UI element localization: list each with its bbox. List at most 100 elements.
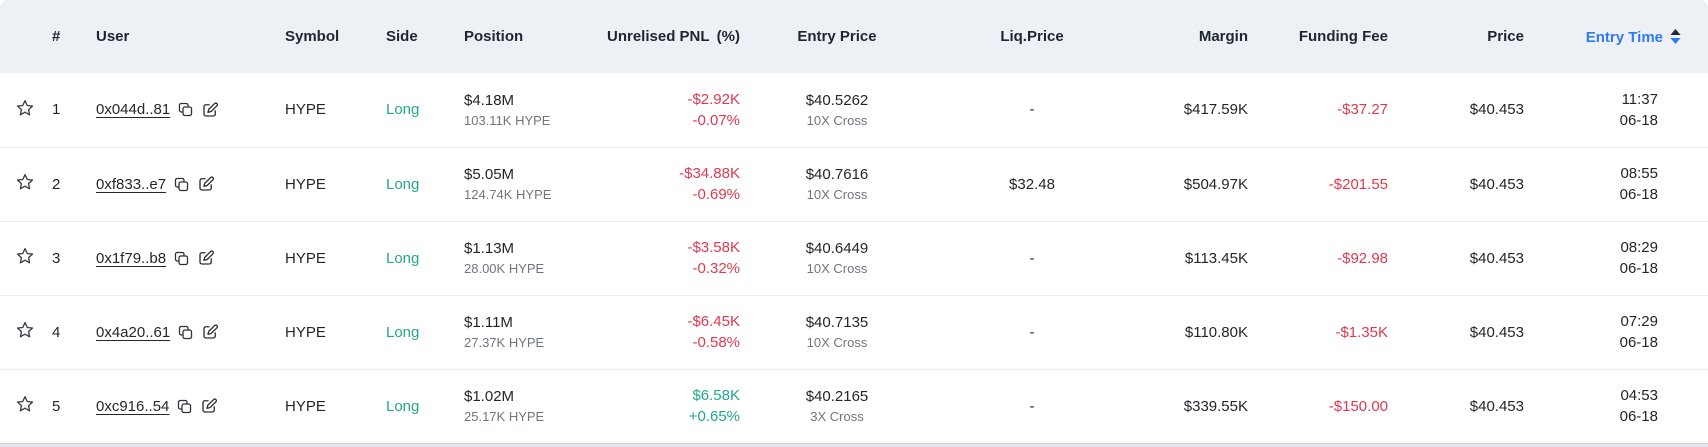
- table-row: 3 0x1f79..b8 HYPE Long $1.13M 28.00K HYP…: [0, 220, 1708, 295]
- entry-time-cell: 11:37 06-18: [1540, 73, 1708, 147]
- price-cell: $40.453: [1469, 101, 1524, 119]
- position-cell: $1.11M 27.37K HYPE: [462, 294, 607, 369]
- col-header-symbol[interactable]: Symbol: [279, 0, 384, 73]
- favorite-cell: [0, 73, 44, 147]
- entry-time-cell: 04:53 06-18: [1540, 368, 1708, 443]
- entry-time: 07:29: [1620, 313, 1658, 330]
- symbol-cell: HYPE: [279, 294, 384, 369]
- col-header-rank: #: [44, 0, 84, 73]
- col-header-entry-time[interactable]: Entry Time: [1540, 0, 1708, 73]
- position-cell: $1.13M 28.00K HYPE: [462, 220, 607, 295]
- user-address-link[interactable]: 0xc916..54: [96, 397, 170, 415]
- entry-time: 11:37: [1621, 90, 1658, 108]
- price-cell: $40.453: [1390, 368, 1540, 443]
- symbol-cell: HYPE: [285, 101, 326, 119]
- position-size: 124.74K HYPE: [464, 187, 552, 202]
- col-header-margin[interactable]: Margin: [1132, 0, 1250, 73]
- position-size: 25.17K HYPE: [464, 409, 545, 425]
- user-cell: 0x044d..81: [84, 73, 279, 147]
- price-cell: $40.453: [1390, 294, 1540, 369]
- funding-fee-value: -$37.27: [1337, 101, 1388, 119]
- symbol-cell: HYPE: [279, 146, 384, 221]
- leverage-label: 10X Cross: [806, 261, 868, 276]
- col-header-funding-fee[interactable]: Funding Fee: [1250, 0, 1390, 73]
- user-address-link[interactable]: 0xf833..e7: [96, 175, 167, 193]
- col-header-favorite: [0, 0, 44, 73]
- position-cell: $5.05M 124.74K HYPE: [462, 146, 607, 221]
- col-header-price[interactable]: Price: [1390, 0, 1540, 73]
- col-header-entry-price[interactable]: Entry Price: [742, 0, 932, 73]
- price-cell: $40.453: [1390, 146, 1540, 221]
- edit-icon[interactable]: [200, 397, 218, 415]
- user-cell: 0xf833..e7: [84, 146, 279, 221]
- side-cell: Long: [384, 146, 462, 221]
- entry-price-cell: $40.5262 10X Cross: [742, 73, 932, 147]
- col-header-liq-price[interactable]: Liq.Price: [932, 0, 1132, 73]
- rank-cell: 4: [44, 294, 84, 369]
- copy-icon[interactable]: [173, 250, 190, 267]
- margin-cell: $504.97K: [1132, 146, 1250, 221]
- margin-cell: $339.55K: [1132, 368, 1250, 443]
- liq-price-cell: -: [932, 220, 1132, 295]
- table-row: 1 0x044d..81 HYPE Long $4.18M 103.11K HY…: [0, 73, 1708, 147]
- entry-price: $40.7135: [805, 314, 869, 331]
- star-icon[interactable]: [15, 98, 35, 118]
- position-usd: $1.13M: [464, 240, 515, 257]
- star-icon[interactable]: [15, 172, 35, 192]
- rank-cell: 1: [52, 101, 61, 119]
- pnl-value: -$34.88K: [679, 165, 740, 182]
- liq-price-cell: -: [1029, 101, 1035, 119]
- edit-icon[interactable]: [197, 249, 215, 267]
- edit-icon[interactable]: [201, 101, 219, 119]
- copy-icon[interactable]: [176, 398, 193, 415]
- star-icon[interactable]: [15, 246, 35, 266]
- price-cell: $40.453: [1390, 220, 1540, 295]
- funding-fee-value: -$201.55: [1328, 175, 1388, 193]
- position-usd: $4.18M: [464, 91, 515, 109]
- margin-cell: $110.80K: [1132, 294, 1250, 369]
- entry-price: $40.2165: [805, 388, 869, 406]
- position-size: 103.11K HYPE: [464, 112, 551, 128]
- funding-fee-cell: -$92.98: [1250, 220, 1390, 295]
- entry-price-cell: $40.2165 3X Cross: [742, 368, 932, 443]
- rank-cell: 5: [44, 368, 84, 443]
- pnl-value: $6.58K: [692, 387, 740, 405]
- entry-date: 06-18: [1619, 260, 1658, 277]
- entry-price-cell: $40.7616 10X Cross: [742, 146, 932, 221]
- side-cell: Long: [384, 294, 462, 369]
- entry-time-cell: 07:29 06-18: [1540, 294, 1708, 369]
- pnl-percent: -0.07%: [692, 111, 740, 129]
- star-icon[interactable]: [15, 320, 35, 340]
- position-usd: $1.02M: [464, 388, 515, 406]
- favorite-cell: [0, 146, 44, 221]
- position-usd: $1.11M: [464, 314, 513, 331]
- edit-icon[interactable]: [197, 175, 215, 193]
- col-header-position[interactable]: Position: [462, 0, 607, 73]
- copy-icon[interactable]: [177, 324, 194, 341]
- user-address-link[interactable]: 0x1f79..b8: [96, 249, 167, 267]
- copy-icon[interactable]: [177, 101, 194, 118]
- table-header: # User Symbol Side Position Unrelised PN…: [0, 0, 1708, 73]
- pnl-percent: -0.58%: [692, 334, 740, 351]
- col-header-side[interactable]: Side: [384, 0, 462, 73]
- table-body: 1 0x044d..81 HYPE Long $4.18M 103.11K HY…: [0, 73, 1708, 443]
- pnl-percent-header-label: (%): [716, 28, 740, 45]
- entry-date: 06-18: [1619, 111, 1658, 129]
- header-row: # User Symbol Side Position Unrelised PN…: [0, 0, 1708, 73]
- funding-fee-cell: -$1.35K: [1250, 294, 1390, 369]
- user-address-link[interactable]: 0x044d..81: [96, 101, 171, 119]
- entry-date: 06-18: [1619, 334, 1658, 351]
- leverage-label: 10X Cross: [806, 335, 868, 350]
- entry-price: $40.6449: [805, 240, 869, 257]
- user-address-link[interactable]: 0x4a20..61: [96, 323, 171, 341]
- copy-icon[interactable]: [173, 176, 190, 193]
- pnl-cell: -$6.45K -0.58%: [607, 294, 742, 369]
- pnl-value: -$6.45K: [687, 313, 740, 330]
- star-icon[interactable]: [15, 394, 35, 414]
- col-header-user[interactable]: User: [84, 0, 279, 73]
- symbol-cell: HYPE: [279, 220, 384, 295]
- pnl-header-label: Unrelised PNL: [607, 28, 710, 45]
- col-header-unrealised-pnl[interactable]: Unrelised PNL (%): [607, 0, 742, 73]
- entry-time: 08:29: [1620, 239, 1658, 256]
- edit-icon[interactable]: [201, 323, 219, 341]
